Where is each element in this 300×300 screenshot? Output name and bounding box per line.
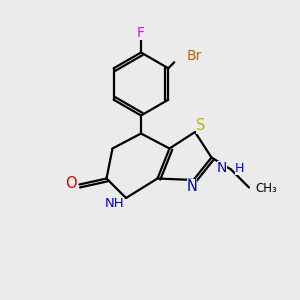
Text: H: H: [235, 161, 244, 175]
Text: CH₃: CH₃: [256, 182, 278, 196]
Text: O: O: [65, 176, 76, 191]
Text: N: N: [187, 179, 197, 194]
Text: Br: Br: [186, 49, 202, 63]
Text: NH: NH: [105, 197, 124, 210]
Text: F: F: [137, 26, 145, 40]
Text: S: S: [196, 118, 205, 134]
Text: N: N: [217, 161, 227, 175]
